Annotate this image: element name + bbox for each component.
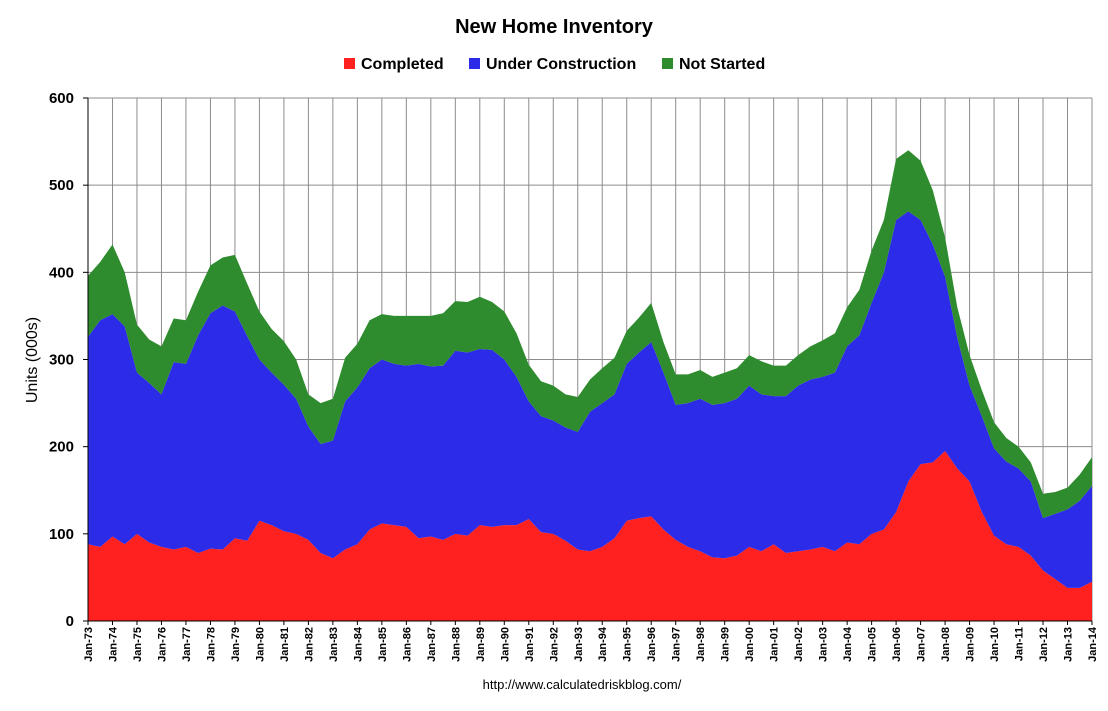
x-tick-label: Jan-11	[1014, 627, 1026, 661]
x-tick-label: Jan-07	[916, 627, 928, 662]
legend-swatch-under-construction	[469, 58, 480, 69]
x-tick-label: Jan-05	[867, 627, 879, 662]
x-tick-label: Jan-85	[377, 627, 389, 662]
x-tick-label: Jan-92	[548, 627, 560, 662]
x-tick-label: Jan-88	[450, 627, 462, 662]
x-tick-label: Jan-02	[793, 627, 805, 662]
x-tick-label: Jan-12	[1038, 627, 1050, 662]
x-tick-label: Jan-74	[107, 626, 119, 662]
x-tick-label: Jan-10	[989, 627, 1001, 662]
chart-title: New Home Inventory	[455, 16, 654, 38]
x-tick-label: Jan-04	[842, 626, 854, 662]
x-tick-label: Jan-95	[622, 627, 634, 662]
x-tick-label: Jan-93	[573, 627, 585, 662]
x-tick-label: Jan-75	[132, 627, 144, 662]
y-tick-label: 300	[49, 352, 74, 369]
legend-label-completed: Completed	[361, 56, 444, 73]
x-axis-ticks: Jan-73 Jan-74 Jan-75 Jan-76 Jan-77 Jan-78 Jan-…	[83, 621, 1099, 662]
area-under-construction	[88, 211, 1092, 588]
x-tick-label: Jan-81	[279, 627, 291, 662]
x-tick-label: Jan-97	[671, 627, 683, 662]
x-tick-label: Jan-03	[818, 627, 830, 662]
x-tick-label: Jan-89	[475, 627, 487, 662]
x-tick-label: Jan-09	[965, 627, 977, 662]
legend-label-under-construction: Under Construction	[486, 56, 636, 73]
y-tick-label: 500	[49, 177, 74, 194]
x-tick-label: Jan-94	[597, 626, 609, 662]
x-tick-label: Jan-14	[1087, 626, 1099, 662]
source-url: http://www.calculatedriskblog.com/	[483, 677, 682, 692]
series-areas	[88, 150, 1092, 621]
y-tick-label: 0	[66, 613, 74, 630]
legend-swatch-completed	[344, 58, 355, 69]
x-tick-label: Jan-86	[401, 627, 413, 662]
legend: Completed Under Construction Not Started	[344, 56, 765, 73]
x-tick-label: Jan-82	[303, 627, 315, 662]
area-completed	[88, 451, 1092, 621]
x-tick-label: Jan-77	[181, 627, 193, 662]
y-tick-label: 200	[49, 439, 74, 456]
x-tick-label: Jan-76	[156, 627, 168, 662]
y-tick-label: 400	[49, 264, 74, 281]
y-axis-ticks: 0 100 200 300 400 500 600	[49, 90, 88, 630]
x-tick-label: Jan-78	[205, 627, 217, 662]
y-tick-label: 600	[49, 90, 74, 107]
x-tick-label: Jan-84	[352, 626, 364, 662]
x-tick-label: Jan-87	[426, 627, 438, 662]
x-tick-label: Jan-06	[891, 627, 903, 662]
x-tick-label: Jan-96	[646, 627, 658, 662]
x-tick-label: Jan-80	[254, 627, 266, 662]
x-tick-label: Jan-79	[230, 627, 242, 662]
x-tick-label: Jan-83	[328, 627, 340, 662]
x-tick-label: Jan-08	[940, 627, 952, 662]
x-tick-label: Jan-01	[769, 627, 781, 662]
legend-label-not-started: Not Started	[679, 56, 765, 73]
x-tick-label: Jan-73	[83, 627, 95, 662]
x-tick-label: Jan-99	[720, 627, 732, 662]
x-tick-label: Jan-98	[695, 627, 707, 662]
legend-swatch-not-started	[662, 58, 673, 69]
y-axis-label: Units (000s)	[24, 317, 41, 403]
y-tick-label: 100	[49, 526, 74, 543]
x-tick-label: Jan-00	[744, 627, 756, 662]
x-tick-label: Jan-13	[1063, 627, 1075, 662]
x-tick-label: Jan-91	[524, 627, 536, 662]
x-tick-label: Jan-90	[499, 627, 511, 662]
